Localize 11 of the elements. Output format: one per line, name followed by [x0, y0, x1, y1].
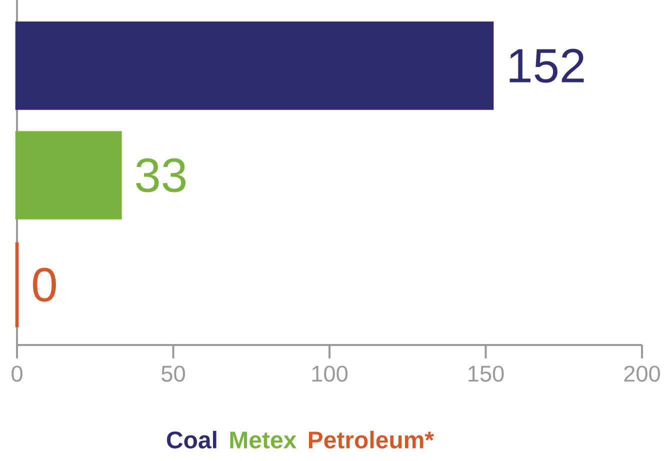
x-tick-label: 0 [12, 366, 22, 382]
text: Petroleum* [308, 430, 434, 448]
text: Metex [230, 432, 296, 448]
x-tick-label: 50 [162, 366, 185, 382]
x-tick-label: 200 [624, 366, 660, 382]
x-tick-label: 150 [468, 366, 504, 382]
x-tick-label: 100 [312, 366, 348, 382]
data-label: 0 [33, 268, 56, 302]
text: Coal [166, 430, 216, 448]
data-label: 152 [510, 48, 584, 83]
data-label: 33 [136, 158, 186, 192]
